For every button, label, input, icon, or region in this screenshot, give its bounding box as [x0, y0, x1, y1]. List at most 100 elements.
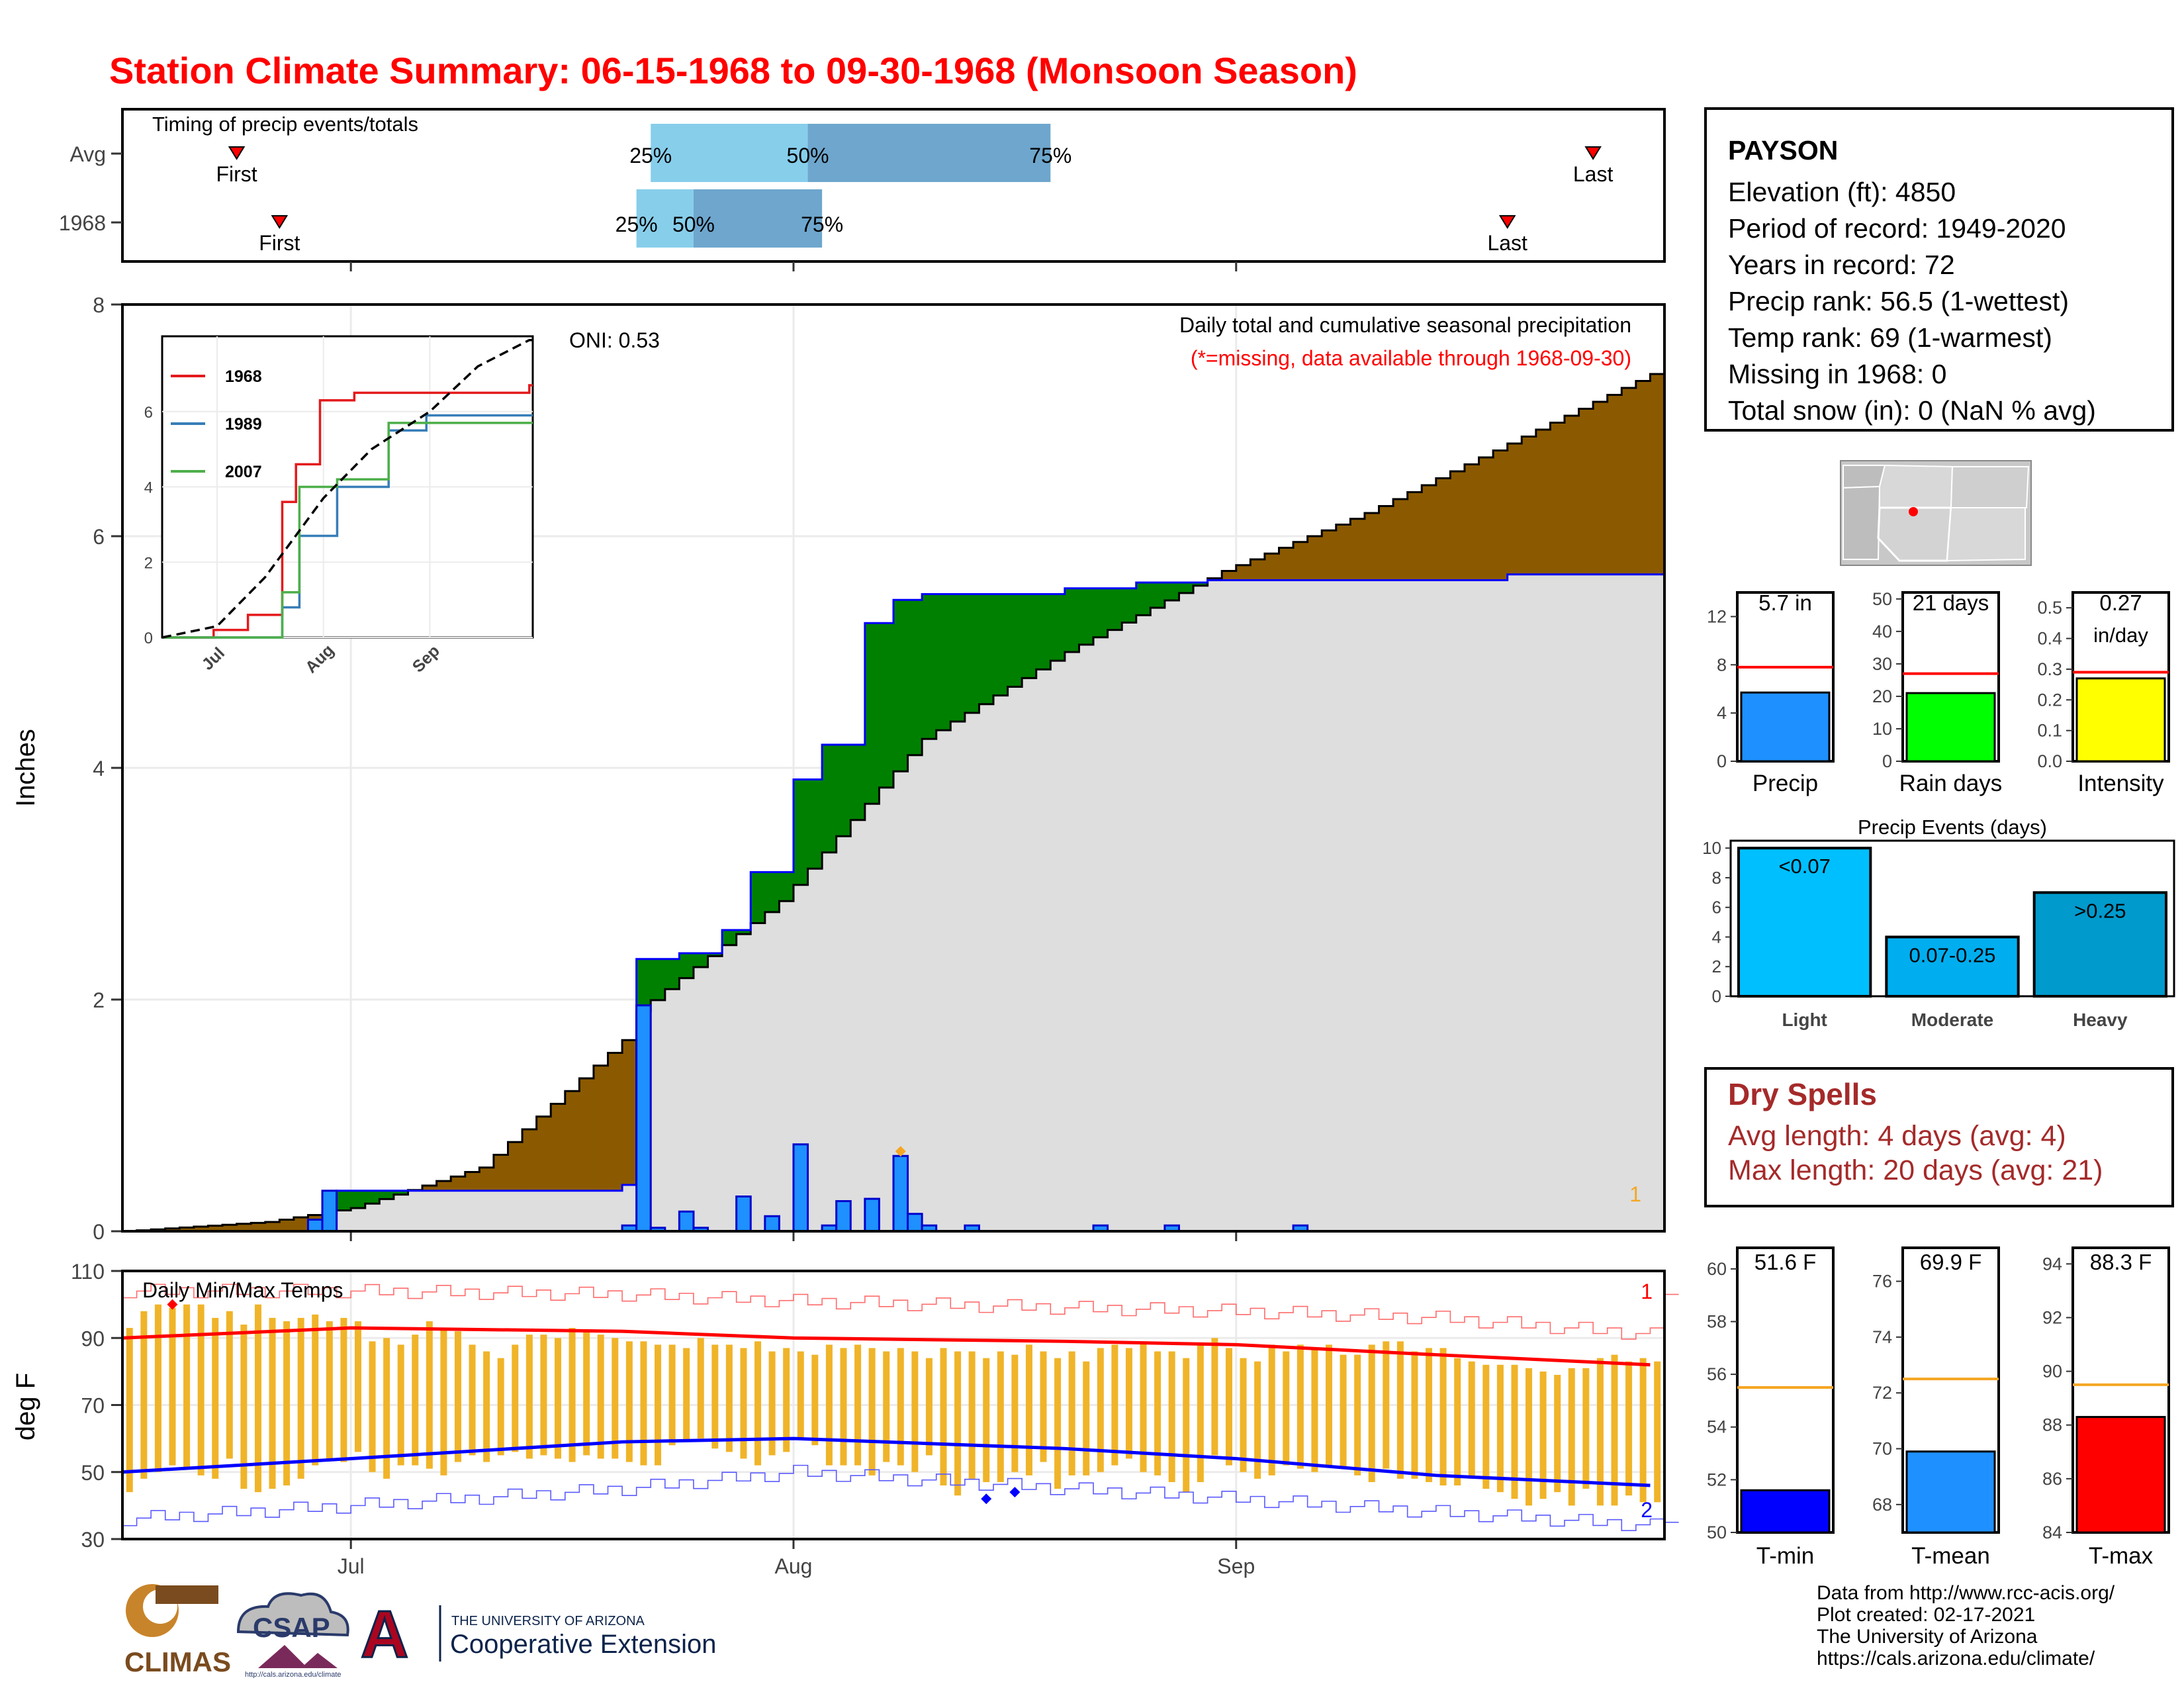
precip-deficit-fill: [193, 1227, 209, 1231]
temp-daily-range-bar: [968, 1351, 976, 1479]
temp-daily-range-bar: [1654, 1361, 1661, 1503]
temp-daily-range-bar: [797, 1351, 804, 1439]
temp-daily-range-bar: [483, 1351, 490, 1462]
precip-base-fill: [1650, 574, 1665, 1231]
inset-legend-label: 1989: [225, 415, 262, 434]
temp-ytick-label: 50: [81, 1461, 105, 1485]
precip-base-fill: [993, 695, 1009, 1231]
precip-daily-bar: [635, 1004, 652, 1233]
temp-daily-range-bar: [1611, 1354, 1618, 1506]
precip-deficit-fill: [1550, 422, 1565, 575]
precip-deficit-fill: [1393, 499, 1408, 581]
temp-daily-range-bar: [1268, 1344, 1275, 1476]
precip-surplus-fill: [922, 594, 937, 739]
temp-daily-range-bar: [1211, 1338, 1218, 1456]
temp-daily-range-bar: [1225, 1348, 1232, 1466]
precip-deficit-fill: [1621, 388, 1637, 575]
mini-bar-ytick-label: 58: [1707, 1311, 1727, 1331]
precip-deficit-fill: [1279, 547, 1294, 581]
temp-ytick-label: 30: [81, 1528, 105, 1552]
temp-daily-range-bar: [1168, 1351, 1175, 1482]
precip-base-fill: [964, 712, 980, 1231]
precip-base-fill: [1450, 580, 1465, 1231]
precip-deficit-fill: [1593, 402, 1608, 575]
csap-logo: CSAP http://cals.arizona.edu/climate: [236, 1592, 349, 1678]
credit-university: The University of Arizona: [1817, 1626, 2038, 1648]
inset-series-average: [161, 338, 533, 639]
temp-daily-range-bar: [1011, 1354, 1019, 1472]
ua-coop-ext: Cooperative Extension: [450, 1630, 716, 1659]
precip-base-fill: [1322, 580, 1337, 1231]
precip-base-fill: [1179, 592, 1194, 1231]
timing-first-marker: [228, 146, 246, 160]
precip-daily-bar: [792, 1143, 809, 1233]
mini-bar-frame: [1736, 1246, 1835, 1534]
precip-base-fill: [836, 836, 851, 1231]
precip-base-fill: [351, 1208, 366, 1231]
precip-daily-bar: [735, 1196, 752, 1233]
temp-daily-range-bar: [126, 1328, 133, 1493]
precip-surplus-fill: [1093, 588, 1109, 637]
temp-daily-range-bar: [768, 1351, 776, 1456]
precip-base-fill: [1007, 686, 1023, 1231]
precip-surplus-fill: [393, 1190, 409, 1195]
precip-base-fill: [1079, 644, 1094, 1231]
mini-bar-ytick-label: 72: [1872, 1383, 1892, 1403]
precip-max-marker: [895, 1146, 906, 1157]
precip-daily-bar: [835, 1200, 852, 1233]
temp-daily-range-bar: [1040, 1351, 1047, 1462]
mini-bar-title: Intensity: [2077, 771, 2164, 796]
precip-surplus-fill: [693, 953, 709, 967]
precip-surplus-fill: [836, 745, 851, 837]
precip-base-fill: [1493, 580, 1508, 1231]
precip-base-fill: [379, 1199, 394, 1231]
logos: CLIMAS CSAP http://cals.arizona.edu/clim…: [124, 1584, 716, 1678]
precip-surplus-fill: [893, 600, 909, 772]
map-state-nv: [1843, 465, 1886, 489]
precip-surplus-fill: [1007, 594, 1023, 687]
precip-daily-bar: [321, 1190, 338, 1233]
temp-daily-range-bar: [1068, 1351, 1075, 1476]
mini-bar-title: T-max: [2089, 1543, 2154, 1569]
station-temp-rank: Temp rank: 69 (1-warmest): [1728, 322, 2052, 353]
mini-bar-ytick-label: 84: [2042, 1523, 2062, 1542]
precip-surplus-fill: [950, 594, 966, 722]
station-elevation: Elevation (ft): 4850: [1728, 177, 1956, 207]
precip-base-fill: [1336, 580, 1351, 1231]
map-state-ca: [1843, 485, 1881, 560]
temp-daily-range-bar: [897, 1348, 904, 1466]
precip-base-fill: [1522, 574, 1537, 1231]
precip-deficit-fill: [265, 1222, 280, 1231]
precip-base-fill: [1036, 669, 1051, 1231]
precip-deficit-fill: [1635, 381, 1651, 575]
precip-base-fill: [1464, 580, 1480, 1231]
station-name: PAYSON: [1728, 135, 1839, 165]
mini-bar-ytick-label: 8: [1717, 655, 1727, 675]
precip-base-fill: [465, 1190, 480, 1231]
precip-surplus-fill: [993, 594, 1009, 696]
precip-surplus-fill: [1136, 583, 1151, 616]
temp-daily-range-bar: [640, 1341, 647, 1466]
precip-deficit-fill: [1350, 518, 1365, 581]
precip-events-chart: Precip Events (days) 0 2 4 6 8 10 <0.07 Light 0.0…: [1702, 816, 2175, 1030]
mini-bar-value: [1905, 692, 1996, 763]
precip-deficit-fill: [451, 1176, 466, 1191]
temp-daily-range-bar: [1140, 1341, 1147, 1472]
precip-deficit-fill: [1435, 478, 1451, 581]
dry-spells-title: Dry Spells: [1728, 1077, 1877, 1111]
temp-corner-bottom: 2: [1641, 1498, 1653, 1522]
timing-iqr-upper: [693, 189, 823, 248]
inset-legend-label: 2007: [225, 463, 262, 481]
precip-deficit-fill: [1564, 416, 1580, 575]
mini-bar-ytick-label: 50: [1707, 1523, 1727, 1542]
temp-daily-range-bar: [1383, 1341, 1390, 1469]
credit-date: Plot created: 02-17-2021: [1817, 1604, 2036, 1626]
temp-avg-min-line: [122, 1436, 1651, 1487]
precip-base-fill: [436, 1190, 451, 1231]
timing-p75-label: 75%: [801, 212, 843, 236]
temp-daily-range-bar: [1554, 1374, 1561, 1493]
mini-bar-ytick-label: 88: [2042, 1415, 2062, 1435]
mini-bar-ytick-label: 0.4: [2037, 629, 2062, 649]
precip-base-fill: [1635, 574, 1651, 1231]
precip-surplus-fill: [707, 953, 723, 957]
